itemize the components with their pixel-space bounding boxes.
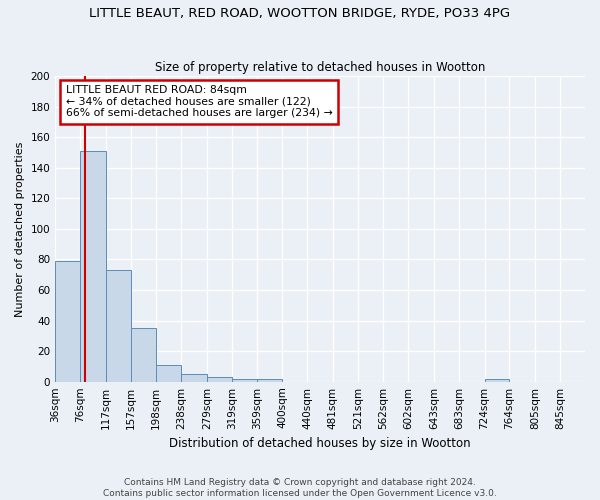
Title: Size of property relative to detached houses in Wootton: Size of property relative to detached ho… xyxy=(155,60,485,74)
Bar xyxy=(207,377,232,382)
X-axis label: Distribution of detached houses by size in Wootton: Distribution of detached houses by size … xyxy=(169,437,471,450)
Bar xyxy=(106,270,131,382)
Bar xyxy=(232,378,257,382)
Bar xyxy=(55,261,80,382)
Text: Contains HM Land Registry data © Crown copyright and database right 2024.
Contai: Contains HM Land Registry data © Crown c… xyxy=(103,478,497,498)
Bar xyxy=(257,378,283,382)
Text: LITTLE BEAUT, RED ROAD, WOOTTON BRIDGE, RYDE, PO33 4PG: LITTLE BEAUT, RED ROAD, WOOTTON BRIDGE, … xyxy=(89,8,511,20)
Bar xyxy=(181,374,207,382)
Y-axis label: Number of detached properties: Number of detached properties xyxy=(15,141,25,316)
Bar xyxy=(156,365,181,382)
Bar xyxy=(485,378,509,382)
Text: LITTLE BEAUT RED ROAD: 84sqm
← 34% of detached houses are smaller (122)
66% of s: LITTLE BEAUT RED ROAD: 84sqm ← 34% of de… xyxy=(66,85,332,118)
Bar xyxy=(131,328,156,382)
Bar xyxy=(80,151,106,382)
